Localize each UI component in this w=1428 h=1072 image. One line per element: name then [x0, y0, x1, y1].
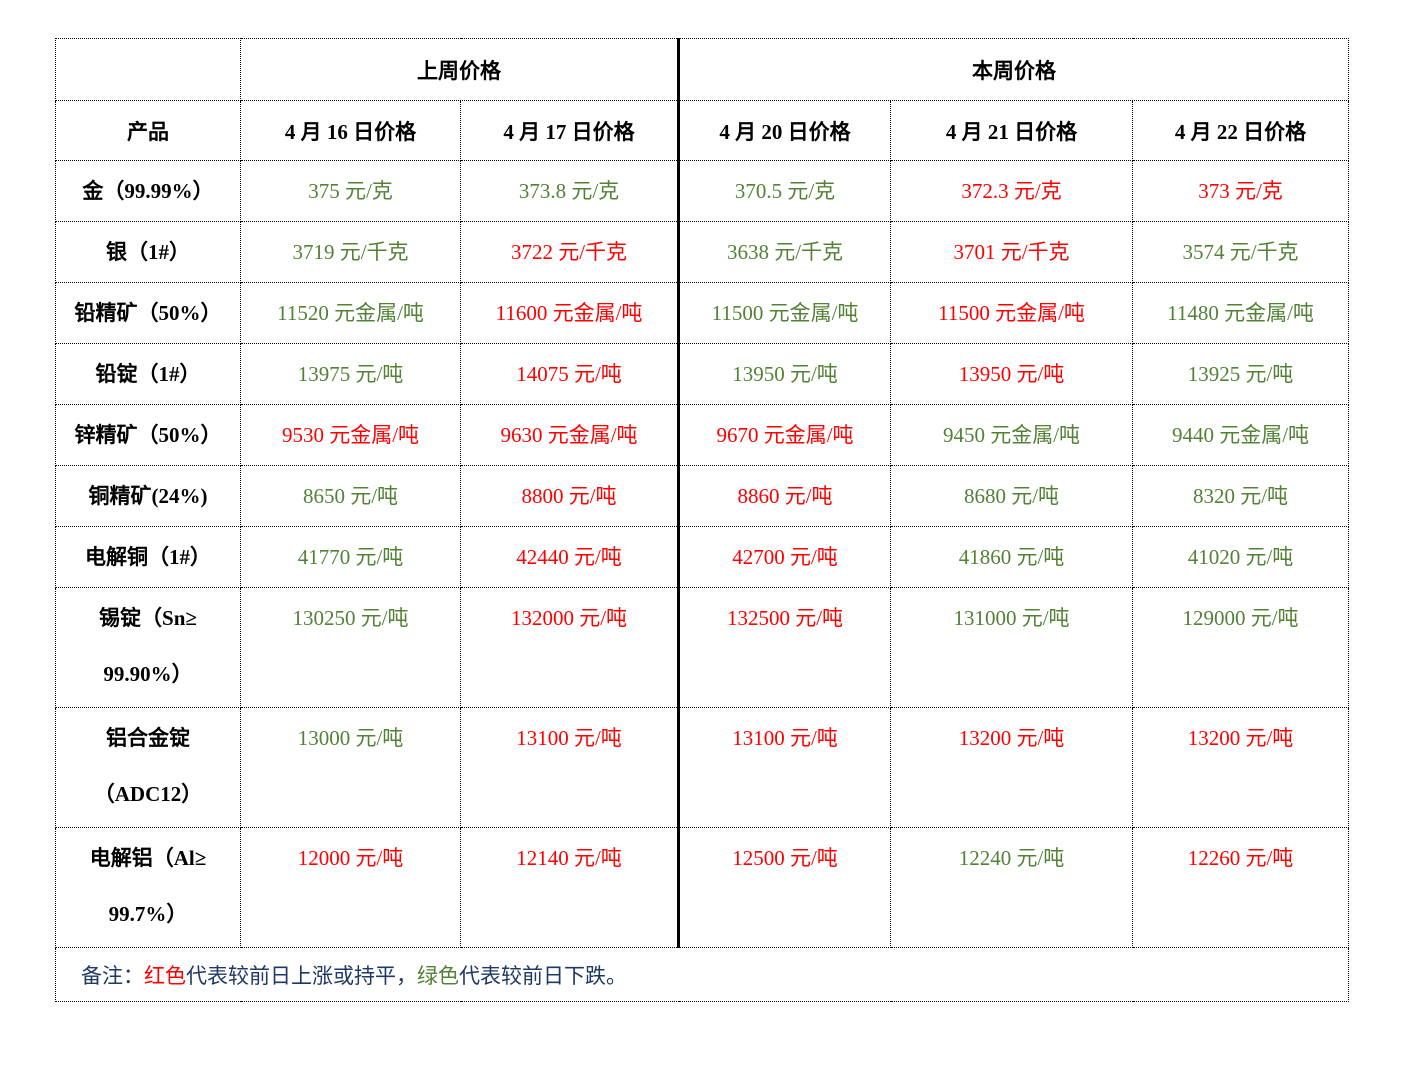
note-green-meaning: 代表较前日下跌。	[459, 963, 627, 988]
group-header-row: 上周价格 本周价格	[55, 38, 1350, 101]
column-header-product: 产品	[55, 100, 241, 161]
price-cell: 13925 元/吨	[1131, 343, 1350, 405]
table-row-lead-ingot: 铅锭（1#） 13975 元/吨 14075 元/吨 13950 元/吨 139…	[55, 343, 1350, 405]
price-cell: 41860 元/吨	[890, 526, 1133, 588]
price-cell: 11520 元金属/吨	[240, 282, 461, 344]
table-row-gold: 金（99.99%） 375 元/克 373.8 元/克 370.5 元/克 37…	[55, 160, 1350, 222]
price-cell: 13200 元/吨	[890, 707, 1133, 828]
table-row-aluminum-alloy-ingot: 铝合金锭 （ADC12） 13000 元/吨 13100 元/吨 13100 元…	[55, 707, 1350, 828]
price-cell: 9440 元金属/吨	[1131, 404, 1350, 466]
price-cell: 8320 元/吨	[1131, 465, 1350, 527]
price-cell: 9450 元金属/吨	[890, 404, 1133, 466]
group-header-last-week: 上周价格	[240, 38, 680, 101]
price-cell: 13000 元/吨	[240, 707, 461, 828]
column-header-row: 产品 4 月 16 日价格 4 月 17 日价格 4 月 20 日价格 4 月 …	[55, 100, 1350, 161]
table-row-tin-ingot: 锡锭（Sn≥ 99.90%） 130250 元/吨 132000 元/吨 132…	[55, 587, 1350, 708]
price-cell: 42440 元/吨	[460, 526, 680, 588]
price-cell: 9630 元金属/吨	[460, 404, 680, 466]
price-cell: 41020 元/吨	[1131, 526, 1350, 588]
price-cell: 130250 元/吨	[240, 587, 461, 708]
table-row-copper-concentrate: 铜精矿(24%) 8650 元/吨 8800 元/吨 8860 元/吨 8680…	[55, 465, 1350, 527]
price-cell: 375 元/克	[240, 160, 461, 222]
price-cell: 132000 元/吨	[460, 587, 680, 708]
price-cell: 3638 元/千克	[678, 221, 891, 283]
price-cell: 373.8 元/克	[460, 160, 680, 222]
column-header-date-3: 4 月 21 日价格	[890, 100, 1133, 161]
price-cell: 12240 元/吨	[890, 827, 1133, 948]
corner-cell	[55, 38, 241, 101]
price-cell: 13950 元/吨	[890, 343, 1133, 405]
product-cell: 电解铝（Al≥ 99.7%）	[55, 827, 241, 948]
price-cell: 11600 元金属/吨	[460, 282, 680, 344]
price-cell: 11500 元金属/吨	[890, 282, 1133, 344]
price-cell: 11480 元金属/吨	[1131, 282, 1350, 344]
price-cell: 3719 元/千克	[240, 221, 461, 283]
product-cell: 铝合金锭 （ADC12）	[55, 707, 241, 828]
price-cell: 12500 元/吨	[678, 827, 891, 948]
price-cell: 12260 元/吨	[1131, 827, 1350, 948]
product-cell: 金（99.99%）	[55, 160, 241, 222]
price-cell: 13200 元/吨	[1131, 707, 1350, 828]
price-cell: 13950 元/吨	[678, 343, 891, 405]
price-cell: 370.5 元/克	[678, 160, 891, 222]
product-cell: 锌精矿（50%）	[55, 404, 241, 466]
price-cell: 3701 元/千克	[890, 221, 1133, 283]
note-row: 备注：红色代表较前日上涨或持平，绿色代表较前日下跌。	[54, 947, 1350, 1002]
note-red-word: 红色	[144, 963, 186, 988]
note-red-meaning: 代表较前日上涨或持平，	[186, 963, 417, 988]
price-cell: 13100 元/吨	[460, 707, 680, 828]
table-row-electrolytic-copper: 电解铜（1#） 41770 元/吨 42440 元/吨 42700 元/吨 41…	[55, 526, 1350, 588]
price-cell: 11500 元金属/吨	[678, 282, 891, 344]
price-cell: 13100 元/吨	[678, 707, 891, 828]
price-cell: 131000 元/吨	[890, 587, 1133, 708]
price-cell: 129000 元/吨	[1131, 587, 1350, 708]
price-cell: 41770 元/吨	[240, 526, 461, 588]
product-cell: 铜精矿(24%)	[55, 465, 241, 527]
column-header-date-4: 4 月 22 日价格	[1131, 100, 1350, 161]
price-cell: 13975 元/吨	[240, 343, 461, 405]
price-cell: 132500 元/吨	[678, 587, 891, 708]
note-prefix: 备注：	[81, 963, 144, 988]
column-header-date-0: 4 月 16 日价格	[240, 100, 461, 161]
price-table: 上周价格 本周价格 产品 4 月 16 日价格 4 月 17 日价格 4 月 2…	[54, 38, 1350, 1002]
price-cell: 8680 元/吨	[890, 465, 1133, 527]
price-cell: 12140 元/吨	[460, 827, 680, 948]
product-cell: 铅锭（1#）	[55, 343, 241, 405]
note-green-word: 绿色	[417, 963, 459, 988]
price-cell: 14075 元/吨	[460, 343, 680, 405]
price-cell: 3574 元/千克	[1131, 221, 1350, 283]
product-cell: 银（1#）	[55, 221, 241, 283]
column-header-date-1: 4 月 17 日价格	[460, 100, 680, 161]
column-header-date-2: 4 月 20 日价格	[678, 100, 891, 161]
price-cell: 373 元/克	[1131, 160, 1350, 222]
price-cell: 8860 元/吨	[678, 465, 891, 527]
price-cell: 9670 元金属/吨	[678, 404, 891, 466]
price-cell: 372.3 元/克	[890, 160, 1133, 222]
group-header-this-week: 本周价格	[677, 38, 1350, 101]
note-cell: 备注：红色代表较前日上涨或持平，绿色代表较前日下跌。	[54, 947, 1350, 1002]
product-cell: 电解铜（1#）	[55, 526, 241, 588]
table-row-lead-concentrate: 铅精矿（50%） 11520 元金属/吨 11600 元金属/吨 11500 元…	[55, 282, 1350, 344]
product-cell: 铅精矿（50%）	[55, 282, 241, 344]
price-cell: 42700 元/吨	[678, 526, 891, 588]
price-cell: 9530 元金属/吨	[240, 404, 461, 466]
table-row-electrolytic-aluminum: 电解铝（Al≥ 99.7%） 12000 元/吨 12140 元/吨 12500…	[55, 827, 1350, 948]
table-row-zinc-concentrate: 锌精矿（50%） 9530 元金属/吨 9630 元金属/吨 9670 元金属/…	[55, 404, 1350, 466]
price-cell: 8800 元/吨	[460, 465, 680, 527]
product-cell: 锡锭（Sn≥ 99.90%）	[55, 587, 241, 708]
table-row-silver: 银（1#） 3719 元/千克 3722 元/千克 3638 元/千克 3701…	[55, 221, 1350, 283]
price-cell: 8650 元/吨	[240, 465, 461, 527]
price-cell: 12000 元/吨	[240, 827, 461, 948]
price-cell: 3722 元/千克	[460, 221, 680, 283]
